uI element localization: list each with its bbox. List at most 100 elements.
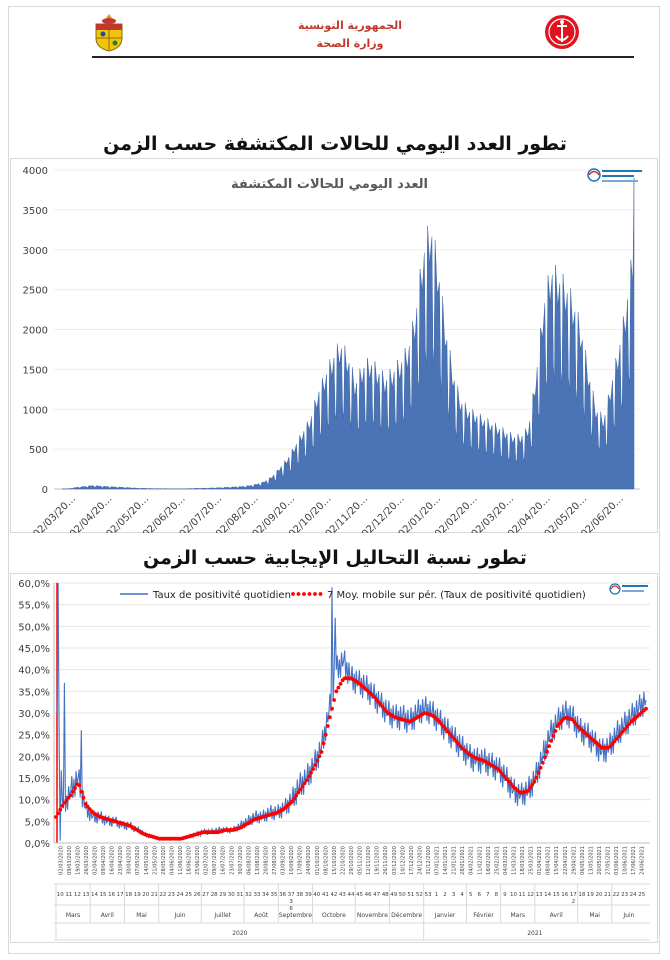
legend-dot xyxy=(291,592,295,596)
page-frame xyxy=(8,6,660,954)
chart2-week-label: 24 xyxy=(176,892,183,898)
chart2-date-label: 29/10/2020 xyxy=(349,846,355,875)
moving-average-point xyxy=(77,783,82,788)
chart2-date-label: 09/04/2020 xyxy=(101,846,107,875)
legend-dot xyxy=(313,592,317,596)
chart2-month-label: Décembre xyxy=(391,912,422,919)
chart2-week-label: 24 xyxy=(630,892,637,898)
moving-average-point xyxy=(443,727,448,731)
chart2-week-label: 28 xyxy=(211,892,218,898)
chart2-ytick-label: 60,0% xyxy=(18,579,50,590)
chart2-month-label: Mai xyxy=(136,912,147,919)
legend-dots-swatch xyxy=(291,592,323,596)
chart1-ytick-label: 3500 xyxy=(23,206,48,217)
moving-average-point xyxy=(540,760,545,765)
moving-average-point xyxy=(374,697,379,702)
chart2-date-label: 29/04/2021 xyxy=(571,846,577,875)
chart2-month-label: Mars xyxy=(511,912,525,919)
chart2-week-label: 22 xyxy=(159,892,166,898)
chart2-week-label: 5 xyxy=(469,892,473,898)
moving-average-point xyxy=(532,779,537,784)
tunisia-coat-of-arms-icon xyxy=(92,12,126,52)
chart2-week-label: 8 xyxy=(495,892,499,898)
moving-average-point xyxy=(71,789,75,794)
chart2-border xyxy=(10,573,658,943)
chart2-date-label: 18/03/2021 xyxy=(520,846,526,875)
legend-dot xyxy=(318,592,323,596)
chart2-month-label: Janvier xyxy=(434,912,456,919)
chart2-week-label: 18 xyxy=(578,892,585,898)
chart2-date-label: 05/11/2020 xyxy=(358,846,364,875)
moving-average-point xyxy=(319,750,324,754)
chart2-month-label: Août xyxy=(254,912,268,919)
moving-average-point xyxy=(336,685,341,690)
moving-average-point xyxy=(304,778,309,783)
chart2-date-label: 09/03/2020 xyxy=(67,846,73,875)
chart2-month-label: Mars xyxy=(66,912,80,919)
chart2-ytick-label: 5,0% xyxy=(25,817,50,828)
chart2-date-label: 07/01/2021 xyxy=(435,846,441,875)
legend-moving-average-label: 7 Moy. mobile sur pér. (Taux de positivi… xyxy=(327,589,586,601)
chart2-week-label: 20 xyxy=(142,892,149,898)
moving-average-point xyxy=(298,787,303,792)
chart2-month-label: Mai xyxy=(589,912,600,919)
chart1-annotation: العدد اليومي للحالات المكتشفة xyxy=(231,177,428,192)
moving-average-point xyxy=(439,722,444,726)
moving-average-point xyxy=(547,744,551,748)
chart2-date-label: 10/12/2020 xyxy=(400,846,406,875)
moving-average-point xyxy=(58,807,63,812)
moving-average-point xyxy=(450,734,454,739)
moving-average-point xyxy=(627,722,631,726)
chart2-week-label: 35 xyxy=(271,892,278,898)
chart2-week-label: 10 xyxy=(57,892,64,898)
chart2-week-label: 11 xyxy=(519,892,526,898)
chart2-ytick-label: 0,0% xyxy=(25,839,50,850)
chart2-week-label: 41 xyxy=(322,892,329,898)
moving-average-point xyxy=(534,775,539,780)
chart2-date-label: 24/12/2020 xyxy=(417,846,423,875)
moving-average-point xyxy=(553,729,558,733)
chart2-year-label: 2021 xyxy=(527,930,542,937)
chart2-week-label: 27 xyxy=(202,892,209,898)
chart2-week-label: 30 xyxy=(228,892,235,898)
moving-average-point xyxy=(551,734,556,738)
moving-average-point xyxy=(321,741,326,746)
chart2-date-label: 04/02/2021 xyxy=(469,846,475,875)
moving-average-point xyxy=(614,737,619,741)
moving-average-point xyxy=(623,727,627,731)
chart2-date-label: 27/08/2020 xyxy=(272,846,278,875)
moving-average-point xyxy=(334,689,339,694)
chart1-ytick-label: 3000 xyxy=(23,246,48,257)
chart2-week-label: 4 xyxy=(460,892,464,898)
chart2-date-label: 20/05/2021 xyxy=(597,846,603,875)
moving-average-point xyxy=(309,770,313,775)
chart2-date-label: 30/07/2020 xyxy=(238,846,244,875)
chart2-week-label: 48 xyxy=(382,892,389,898)
moving-average-point xyxy=(530,782,535,787)
chart2-week-label: 25 xyxy=(638,892,645,898)
chart2-week-label: 23 xyxy=(168,892,175,898)
chart2-week-label: 29 xyxy=(219,892,226,898)
moving-average-point xyxy=(300,784,305,789)
chart2-week-label: 51 xyxy=(407,892,414,898)
chart2-week-label: 25 xyxy=(185,892,192,898)
chart2-month-label: Février xyxy=(473,912,494,919)
moving-average-point xyxy=(538,765,543,770)
chart1-ytick-label: 2000 xyxy=(23,326,48,337)
chart2-date-label: 14/01/2021 xyxy=(443,846,449,875)
chart2-ytick-label: 45,0% xyxy=(18,644,50,655)
moving-average-point xyxy=(323,732,328,737)
chart2-date-label: 08/04/2021 xyxy=(546,846,552,875)
chart2-date-label: 09/07/2020 xyxy=(212,846,218,875)
chart2-date-label: 12/11/2020 xyxy=(366,846,372,875)
chart2-date-label: 18/06/2020 xyxy=(187,846,193,875)
chart2-week-label: 19 xyxy=(587,892,594,898)
chart2-date-label: 17/06/2021 xyxy=(631,846,637,875)
chart2-week-label: 32 xyxy=(245,892,252,898)
chart2-week-label: 45 xyxy=(356,892,363,898)
chart2-week-label: 6 xyxy=(478,892,482,898)
chart2-date-label: 11/03/2021 xyxy=(511,846,517,875)
chart2-date-label: 03/12/2020 xyxy=(392,846,398,875)
chart2-date-label: 27/05/2021 xyxy=(606,846,612,875)
